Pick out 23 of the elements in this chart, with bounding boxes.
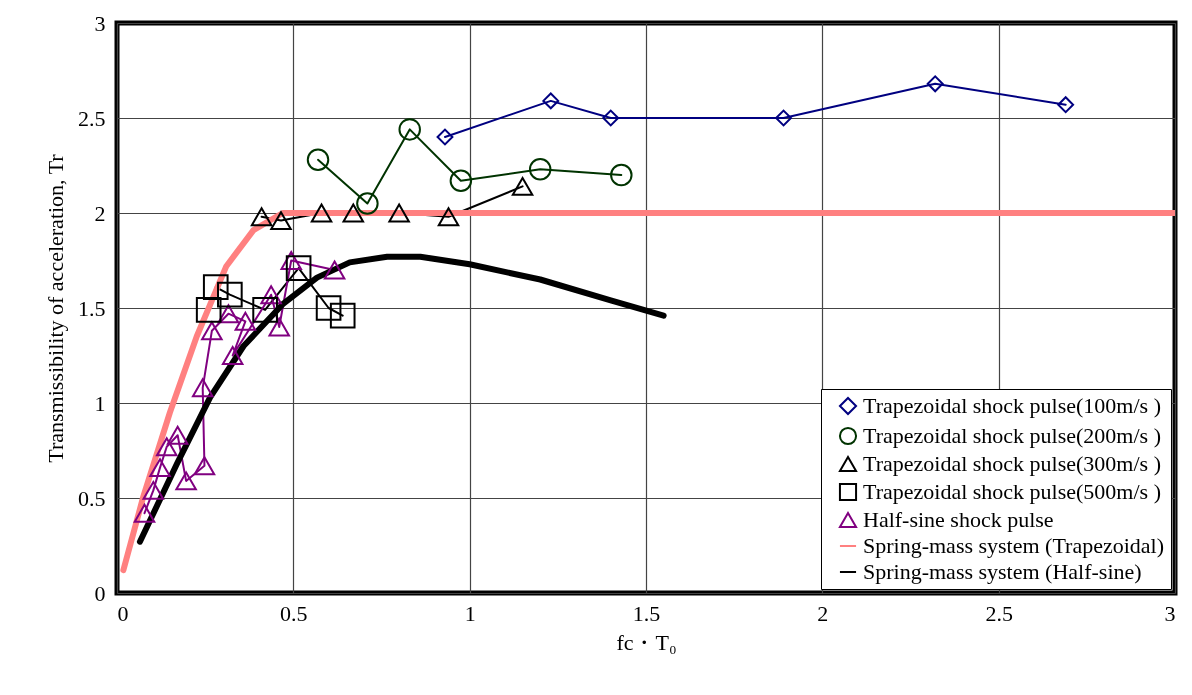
legend-label: Spring-mass system (Half-sine)	[863, 559, 1142, 584]
y-tick-label: 2.5	[78, 105, 106, 131]
x-tick-label: 3	[1164, 600, 1176, 626]
legend-label: Trapezoidal shock pulse(300m/s )	[863, 451, 1161, 476]
legend-label: Trapezoidal shock pulse(500m/s )	[863, 479, 1161, 504]
legend-label: Half-sine shock pulse	[863, 507, 1054, 532]
legend-label: Trapezoidal shock pulse(200m/s )	[863, 423, 1161, 448]
y-tick-label: 2	[94, 200, 106, 226]
y-tick-label: 1.5	[78, 295, 106, 321]
y-axis-title: Transmissibility of acceleration, Tr	[43, 153, 68, 463]
legend-label: Spring-mass system (Trapezoidal)	[863, 533, 1165, 558]
x-tick-label: 2.5	[985, 600, 1013, 626]
x-axis-title: fc・T₀	[616, 629, 677, 655]
y-tick-label: 0.5	[78, 485, 106, 511]
x-tick-label: 2	[817, 600, 829, 626]
x-tick-label: 0	[117, 600, 129, 626]
y-tick-label: 0	[94, 580, 106, 606]
x-tick-label: 1	[464, 600, 476, 626]
y-tick-label: 3	[94, 10, 106, 36]
legend-label: Trapezoidal shock pulse(100m/s )	[863, 393, 1161, 418]
x-tick-label: 1.5	[632, 600, 661, 626]
x-tick-label: 0.5	[280, 600, 308, 626]
y-tick-label: 1	[94, 390, 106, 416]
